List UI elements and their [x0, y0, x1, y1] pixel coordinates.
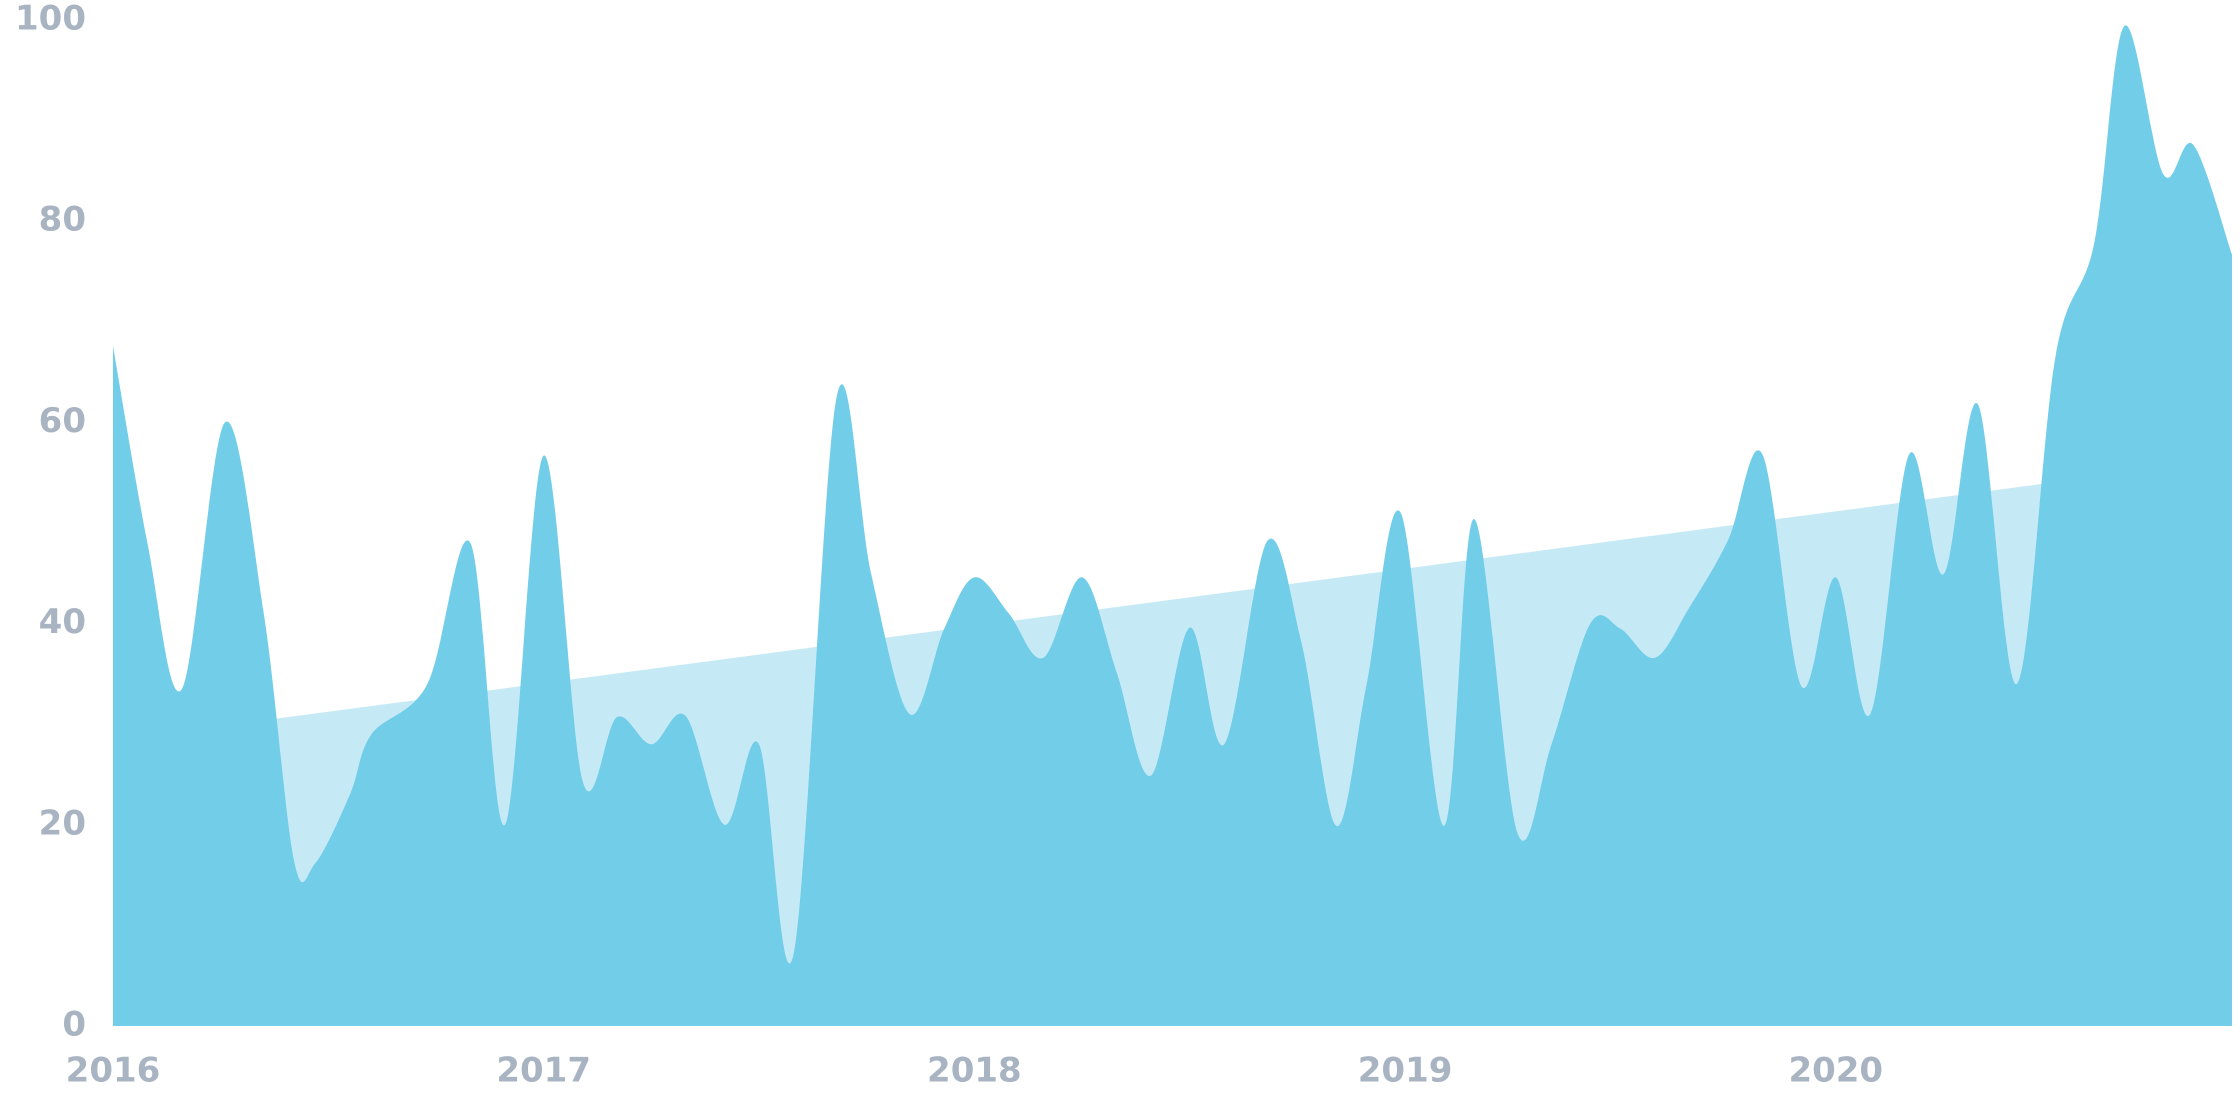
y-tick-label: 20 [39, 803, 86, 843]
x-tick-label: 2016 [66, 1051, 161, 1091]
x-tick-label: 2017 [496, 1051, 591, 1091]
area [113, 25, 2232, 1026]
y-tick-label: 80 [39, 200, 86, 240]
x-tick-label: 2019 [1358, 1051, 1453, 1091]
y-tick-label: 40 [39, 602, 86, 642]
x-tick-label: 2020 [1788, 1051, 1883, 1091]
y-tick-label: 60 [39, 401, 86, 441]
x-tick-label: 2018 [927, 1051, 1022, 1091]
y-tick-label: 100 [15, 0, 86, 39]
y-tick-label: 0 [62, 1005, 86, 1045]
